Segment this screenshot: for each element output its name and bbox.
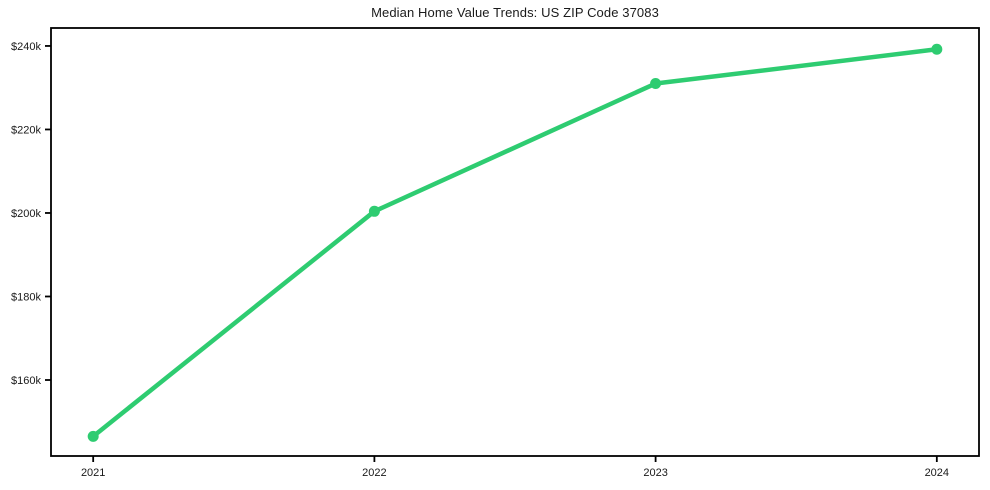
y-tick-label: $240k [11,41,41,53]
x-tick-label: 2023 [643,467,667,479]
y-tick-label: $180k [11,291,41,303]
y-tick-label: $220k [11,124,41,136]
data-point-marker [931,43,943,55]
x-tick-label: 2021 [81,467,105,479]
data-point-marker [87,430,99,442]
data-point-marker [650,78,662,90]
x-tick-label: 2022 [362,467,386,479]
data-point-marker [368,205,380,217]
y-tick-label: $200k [11,208,41,220]
plot-border [50,27,980,457]
y-tick-label: $160k [11,375,41,387]
x-tick-label: 2024 [925,467,949,479]
chart-title: Median Home Value Trends: US ZIP Code 37… [371,5,659,20]
trend-line [90,47,940,439]
